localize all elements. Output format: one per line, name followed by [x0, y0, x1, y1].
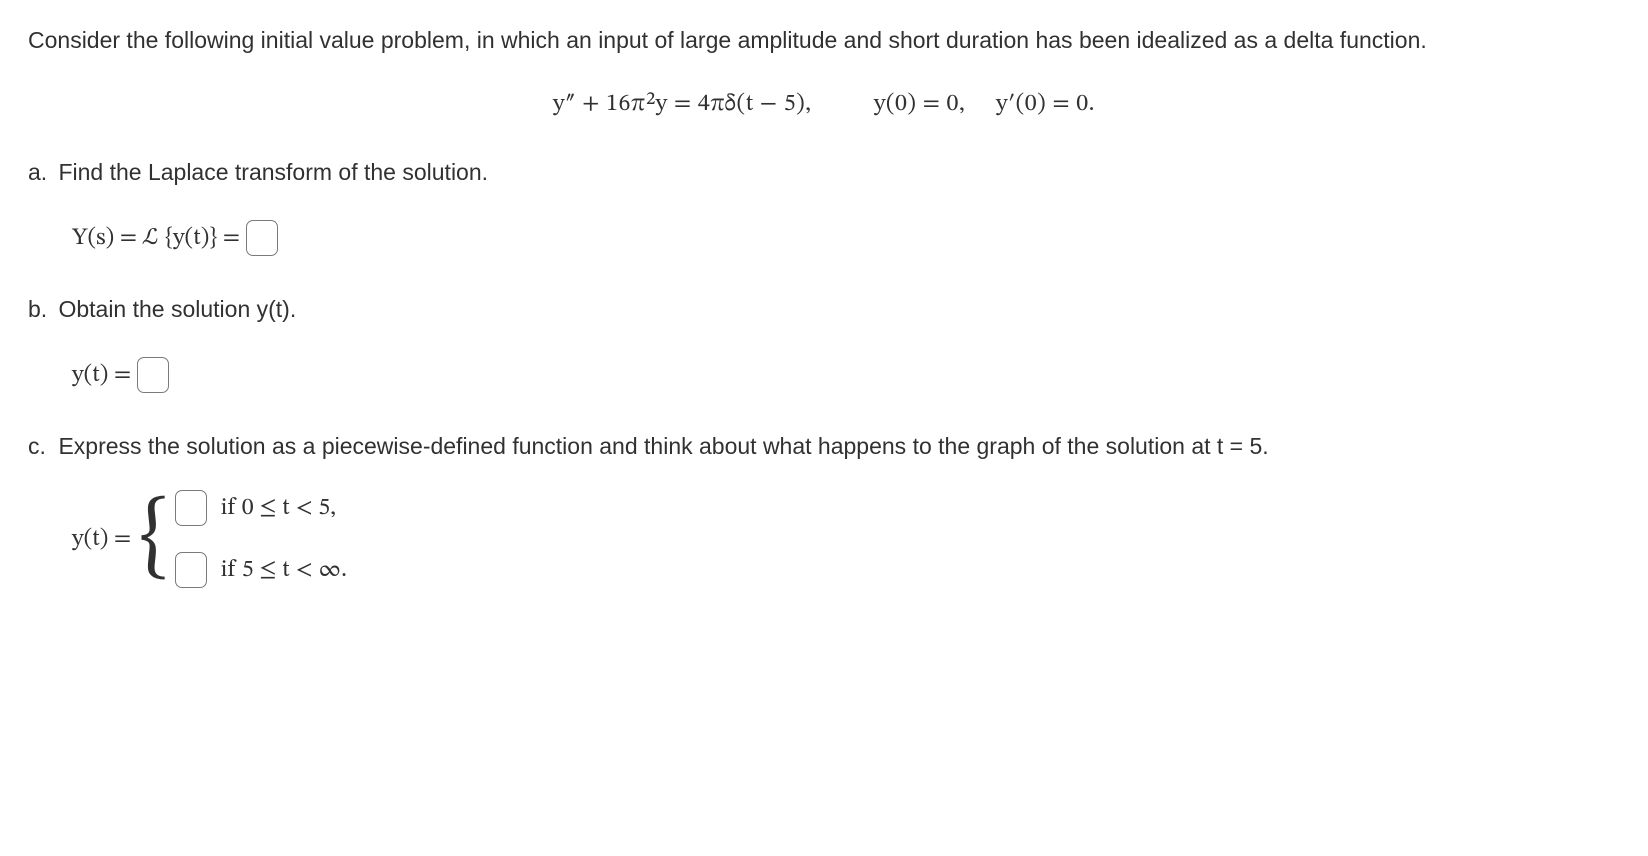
part-c-piecewise: y(t) = { if 0 ≤ t < 5, if 5 ≤ t < ∞.: [72, 490, 1620, 588]
part-a-text: Find the Laplace transform of the soluti…: [58, 159, 488, 185]
part-a-lhs: Y(s) = ℒ {y(t)} =: [72, 223, 240, 253]
part-a-answer-input[interactable]: [246, 220, 278, 256]
problem-page: Consider the following initial value pro…: [0, 0, 1648, 652]
case-1: if 0 ≤ t < 5,: [175, 490, 347, 526]
part-c: c. Express the solution as a piecewise-d…: [28, 433, 1620, 588]
part-b-lhs: y(t) =: [72, 360, 131, 390]
initial-condition-1: y(0) = 0,: [874, 92, 965, 116]
part-c-text: Express the solution as a piecewise-defi…: [58, 433, 1268, 459]
part-b-equation: y(t) =: [72, 357, 1620, 393]
part-b: b. Obtain the solution y(t). y(t) =: [28, 296, 1620, 393]
part-a: a. Find the Laplace transform of the sol…: [28, 159, 1620, 256]
piecewise-cases: if 0 ≤ t < 5, if 5 ≤ t < ∞.: [175, 490, 347, 588]
case-2-answer-input[interactable]: [175, 552, 207, 588]
ode-equation: y″ + 16π²y = 4πδ(t − 5),: [553, 92, 812, 116]
left-brace-icon: {: [139, 499, 168, 580]
problem-intro: Consider the following initial value pro…: [28, 24, 1620, 57]
part-a-equation: Y(s) = ℒ {y(t)} =: [72, 220, 1620, 256]
main-equation: y″ + 16π²y = 4πδ(t − 5), y(0) = 0, y′(0)…: [28, 89, 1620, 119]
part-b-text: Obtain the solution y(t).: [58, 296, 296, 322]
case-2-condition: if 5 ≤ t < ∞.: [221, 555, 347, 585]
part-a-label: a.: [28, 159, 54, 186]
part-b-answer-input[interactable]: [137, 357, 169, 393]
case-1-answer-input[interactable]: [175, 490, 207, 526]
part-c-lhs: y(t) =: [72, 524, 131, 554]
part-c-label: c.: [28, 433, 54, 460]
parts-list: a. Find the Laplace transform of the sol…: [28, 159, 1620, 588]
case-1-condition: if 0 ≤ t < 5,: [221, 493, 336, 523]
part-b-label: b.: [28, 296, 54, 323]
case-2: if 5 ≤ t < ∞.: [175, 552, 347, 588]
initial-condition-2: y′(0) = 0.: [996, 92, 1095, 116]
